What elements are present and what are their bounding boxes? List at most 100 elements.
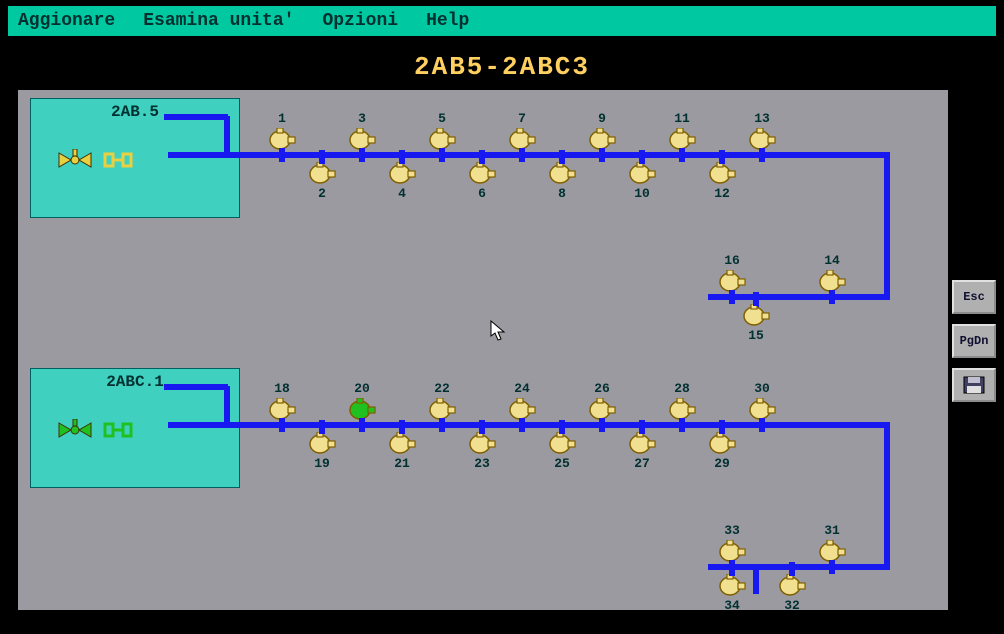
pump-node-stem (319, 150, 325, 164)
pump-node-22[interactable]: 22 (428, 398, 456, 420)
pump-node-label: 11 (674, 111, 690, 126)
pump-node-label: 1 (278, 111, 286, 126)
pump-node-label: 22 (434, 381, 450, 396)
pump-node-12[interactable]: 12 (708, 162, 736, 184)
pump-node-18[interactable]: 18 (268, 398, 296, 420)
pump-node-15[interactable]: 15 (742, 304, 770, 326)
pgdn-button[interactable]: PgDn (952, 324, 996, 358)
pump-node-13[interactable]: 13 (748, 128, 776, 150)
pump-node-stem (639, 420, 645, 434)
pump-node-label: 8 (558, 186, 566, 201)
pump-node-30[interactable]: 30 (748, 398, 776, 420)
pipe-segment (224, 116, 230, 154)
pump-node-28[interactable]: 28 (668, 398, 696, 420)
source-valves (57, 149, 133, 176)
pump-node-stem (679, 148, 685, 162)
pump-node-label: 14 (824, 253, 840, 268)
pump-node-4[interactable]: 4 (388, 162, 416, 184)
pump-node-8[interactable]: 8 (548, 162, 576, 184)
pump-node-label: 4 (398, 186, 406, 201)
pump-node-stem (559, 420, 565, 434)
pipe-segment (753, 564, 759, 594)
pump-node-stem (639, 150, 645, 164)
pump-node-9[interactable]: 9 (588, 128, 616, 150)
pump-node-label: 21 (394, 456, 410, 471)
pump-node-19[interactable]: 19 (308, 432, 336, 454)
pump-node-stem (759, 148, 765, 162)
menu-opzioni[interactable]: Opzioni (322, 11, 398, 31)
pump-node-label: 31 (824, 523, 840, 538)
pump-node-stem (279, 418, 285, 432)
menu-help[interactable]: Help (426, 11, 469, 31)
pump-node-stem (359, 418, 365, 432)
pump-node-stem (719, 150, 725, 164)
pump-node-3[interactable]: 3 (348, 128, 376, 150)
pump-node-label: 20 (354, 381, 370, 396)
pump-node-stem (679, 418, 685, 432)
pump-node-stem (729, 562, 735, 576)
pump-node-21[interactable]: 21 (388, 432, 416, 454)
pump-node-stem (519, 148, 525, 162)
pump-node-label: 16 (724, 253, 740, 268)
pipe-segment (240, 422, 890, 428)
pipe-segment (884, 152, 890, 300)
menu-aggionare[interactable]: Aggionare (18, 11, 115, 31)
pipe-segment (708, 294, 890, 300)
pipe-segment (240, 152, 890, 158)
pump-node-31[interactable]: 31 (818, 540, 846, 562)
pump-node-6[interactable]: 6 (468, 162, 496, 184)
pump-node-stem (439, 148, 445, 162)
pump-node-label: 7 (518, 111, 526, 126)
pump-node-stem (829, 560, 835, 574)
pump-node-label: 27 (634, 456, 650, 471)
pump-node-stem (519, 418, 525, 432)
pump-node-stem (719, 420, 725, 434)
pump-node-label: 6 (478, 186, 486, 201)
valve-icon (57, 419, 93, 446)
pump-node-2[interactable]: 2 (308, 162, 336, 184)
pump-node-label: 19 (314, 456, 330, 471)
pump-node-label: 32 (784, 598, 800, 613)
pump-node-stem (829, 290, 835, 304)
pump-node-27[interactable]: 27 (628, 432, 656, 454)
pump-node-16[interactable]: 16 (718, 270, 746, 292)
valve-icon (57, 149, 93, 176)
menubar: Aggionare Esamina unita' Opzioni Help (8, 6, 996, 36)
pump-node-14[interactable]: 14 (818, 270, 846, 292)
pump-node-label: 34 (724, 598, 740, 613)
pump-node-stem (479, 150, 485, 164)
pump-node-24[interactable]: 24 (508, 398, 536, 420)
pump-node-7[interactable]: 7 (508, 128, 536, 150)
pump-node-label: 3 (358, 111, 366, 126)
esc-button[interactable]: Esc (952, 280, 996, 314)
pump-node-10[interactable]: 10 (628, 162, 656, 184)
page-title: 2AB5-2ABC3 (0, 52, 1004, 82)
disk-button[interactable] (952, 368, 996, 402)
pump-node-stem (599, 148, 605, 162)
pump-node-5[interactable]: 5 (428, 128, 456, 150)
pump-node-11[interactable]: 11 (668, 128, 696, 150)
pump-node-label: 28 (674, 381, 690, 396)
pump-node-stem (399, 420, 405, 434)
pump-node-label: 23 (474, 456, 490, 471)
coupling-icon (103, 421, 133, 444)
pump-node-33[interactable]: 33 (718, 540, 746, 562)
pump-node-32[interactable]: 32 (778, 574, 806, 596)
coupling-icon (103, 151, 133, 174)
pump-node-stem (319, 420, 325, 434)
pipe-segment (164, 384, 228, 390)
pump-node-29[interactable]: 29 (708, 432, 736, 454)
pump-node-26[interactable]: 26 (588, 398, 616, 420)
pump-node-label: 13 (754, 111, 770, 126)
pump-node-label: 25 (554, 456, 570, 471)
pump-node-stem (599, 418, 605, 432)
pump-node-1[interactable]: 1 (268, 128, 296, 150)
menu-esamina-unita[interactable]: Esamina unita' (143, 11, 294, 31)
pump-node-stem (279, 148, 285, 162)
pump-node-stem (759, 418, 765, 432)
pump-node-stem (789, 562, 795, 576)
pump-node-20[interactable]: 20 (348, 398, 376, 420)
pump-node-23[interactable]: 23 (468, 432, 496, 454)
pump-node-34[interactable]: 34 (718, 574, 746, 596)
pump-node-25[interactable]: 25 (548, 432, 576, 454)
